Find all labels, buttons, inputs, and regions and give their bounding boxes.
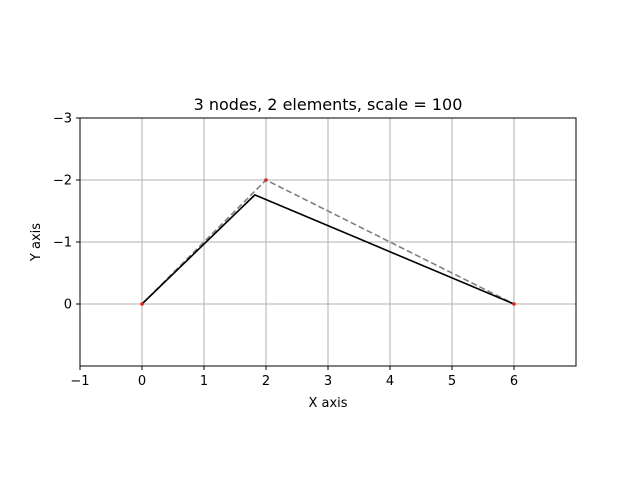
node-point — [264, 178, 268, 182]
deformed-series-line — [141, 194, 515, 305]
x-tick-label: 6 — [510, 374, 518, 389]
node-point — [140, 302, 144, 306]
x-tick-label: 1 — [200, 374, 208, 389]
x-axis-label: X axis — [308, 396, 347, 411]
node-markers — [140, 178, 516, 306]
x-ticks: −1 0 1 2 3 4 5 6 — [70, 366, 518, 389]
x-tick-label: 0 — [138, 374, 146, 389]
y-axis-label: Y axis — [29, 223, 44, 262]
y-tick-label: −1 — [53, 236, 72, 251]
x-tick-label: 4 — [386, 374, 394, 389]
x-tick-label: −1 — [70, 374, 89, 389]
node-point — [512, 302, 516, 306]
chart-title: 3 nodes, 2 elements, scale = 100 — [194, 95, 463, 114]
y-ticks: −3 −2 −1 0 — [53, 112, 80, 313]
y-tick-label: −2 — [53, 174, 72, 189]
x-tick-label: 3 — [324, 374, 332, 389]
grid-lines — [79, 117, 576, 366]
y-tick-label: 0 — [64, 298, 72, 313]
x-tick-label: 5 — [448, 374, 456, 389]
x-tick-label: 2 — [262, 374, 270, 389]
y-tick-label: −3 — [53, 112, 72, 127]
